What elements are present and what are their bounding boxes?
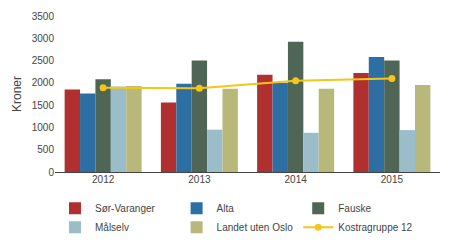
svg-text:Alta: Alta (217, 203, 235, 214)
svg-text:3000: 3000 (32, 33, 55, 44)
svg-text:Fauske: Fauske (338, 203, 371, 214)
svg-text:1500: 1500 (32, 100, 55, 111)
svg-text:2015: 2015 (381, 174, 404, 185)
svg-text:Kostragruppe 12: Kostragruppe 12 (338, 222, 412, 233)
svg-text:Sør-Varanger: Sør-Varanger (95, 203, 156, 214)
svg-text:Landet uten Oslo: Landet uten Oslo (217, 222, 294, 233)
svg-text:2500: 2500 (32, 55, 55, 66)
svg-text:2013: 2013 (188, 174, 211, 185)
svg-text:Kroner: Kroner (10, 76, 24, 112)
svg-text:1000: 1000 (32, 122, 55, 133)
svg-text:0: 0 (48, 167, 54, 178)
svg-text:2012: 2012 (92, 174, 115, 185)
svg-text:500: 500 (37, 144, 54, 155)
svg-text:2014: 2014 (285, 174, 308, 185)
svg-text:2000: 2000 (32, 77, 55, 88)
svg-text:3500: 3500 (32, 11, 55, 22)
svg-text:Målselv: Målselv (95, 222, 129, 233)
